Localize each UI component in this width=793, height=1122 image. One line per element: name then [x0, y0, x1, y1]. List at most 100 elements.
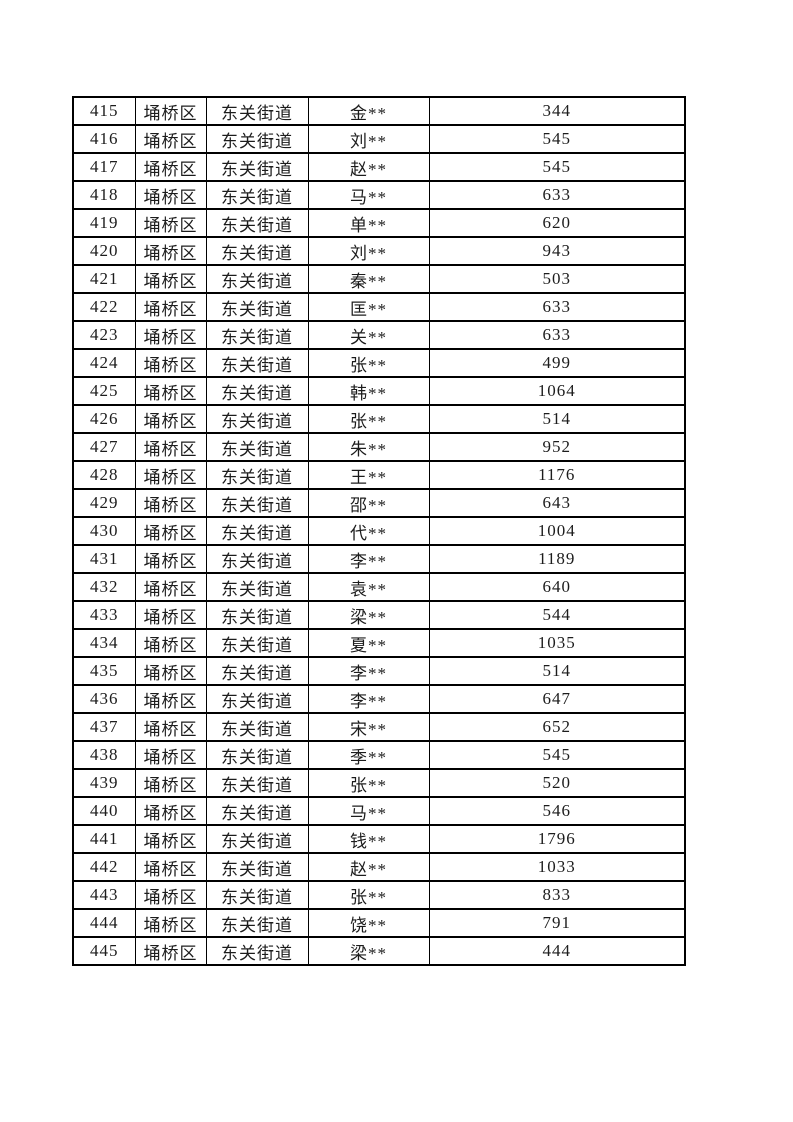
cell-value: 652	[428, 712, 686, 742]
cell-name: 梁**	[307, 600, 430, 630]
cell-street: 东关街道	[205, 824, 309, 854]
cell-street: 东关街道	[205, 796, 309, 826]
cell-name: 张**	[307, 880, 430, 910]
cell-street: 东关街道	[205, 124, 309, 154]
cell-value: 640	[428, 572, 686, 602]
cell-index: 438	[72, 740, 136, 770]
cell-name: 张**	[307, 768, 430, 798]
table-row: 439 埇桥区 东关街道 张** 520	[72, 768, 686, 798]
cell-name: 匡**	[307, 292, 430, 322]
cell-name: 夏**	[307, 628, 430, 658]
table-row: 417 埇桥区 东关街道 赵** 545	[72, 152, 686, 182]
cell-street: 东关街道	[205, 936, 309, 966]
cell-index: 442	[72, 852, 136, 882]
cell-index: 432	[72, 572, 136, 602]
cell-name: 朱**	[307, 432, 430, 462]
cell-value: 1189	[428, 544, 686, 574]
cell-value: 344	[428, 96, 686, 126]
table-row: 419 埇桥区 东关街道 单** 620	[72, 208, 686, 238]
cell-value: 544	[428, 600, 686, 630]
cell-index: 437	[72, 712, 136, 742]
cell-street: 东关街道	[205, 544, 309, 574]
cell-value: 1004	[428, 516, 686, 546]
cell-index: 421	[72, 264, 136, 294]
cell-district: 埇桥区	[134, 572, 207, 602]
cell-district: 埇桥区	[134, 936, 207, 966]
cell-district: 埇桥区	[134, 712, 207, 742]
cell-name: 王**	[307, 460, 430, 490]
cell-district: 埇桥区	[134, 404, 207, 434]
table-row: 445 埇桥区 东关街道 梁** 444	[72, 936, 686, 966]
cell-value: 545	[428, 740, 686, 770]
cell-index: 429	[72, 488, 136, 518]
cell-name: 马**	[307, 180, 430, 210]
cell-index: 430	[72, 516, 136, 546]
cell-street: 东关街道	[205, 740, 309, 770]
table-row: 431 埇桥区 东关街道 李** 1189	[72, 544, 686, 574]
cell-value: 503	[428, 264, 686, 294]
cell-index: 415	[72, 96, 136, 126]
cell-street: 东关街道	[205, 96, 309, 126]
cell-district: 埇桥区	[134, 628, 207, 658]
cell-value: 633	[428, 180, 686, 210]
cell-name: 赵**	[307, 852, 430, 882]
table-row: 436 埇桥区 东关街道 李** 647	[72, 684, 686, 714]
cell-name: 赵**	[307, 152, 430, 182]
cell-index: 420	[72, 236, 136, 266]
table-row: 442 埇桥区 东关街道 赵** 1033	[72, 852, 686, 882]
table-row: 434 埇桥区 东关街道 夏** 1035	[72, 628, 686, 658]
table-row: 425 埇桥区 东关街道 韩** 1064	[72, 376, 686, 406]
cell-value: 499	[428, 348, 686, 378]
cell-street: 东关街道	[205, 376, 309, 406]
cell-name: 刘**	[307, 124, 430, 154]
cell-name: 李**	[307, 656, 430, 686]
cell-index: 418	[72, 180, 136, 210]
cell-street: 东关街道	[205, 852, 309, 882]
table-row: 432 埇桥区 东关街道 袁** 640	[72, 572, 686, 602]
cell-district: 埇桥区	[134, 852, 207, 882]
cell-street: 东关街道	[205, 880, 309, 910]
cell-index: 422	[72, 292, 136, 322]
cell-name: 李**	[307, 544, 430, 574]
cell-value: 1176	[428, 460, 686, 490]
cell-street: 东关街道	[205, 236, 309, 266]
cell-district: 埇桥区	[134, 124, 207, 154]
cell-value: 546	[428, 796, 686, 826]
cell-district: 埇桥区	[134, 348, 207, 378]
cell-value: 633	[428, 292, 686, 322]
cell-value: 444	[428, 936, 686, 966]
cell-district: 埇桥区	[134, 180, 207, 210]
cell-street: 东关街道	[205, 488, 309, 518]
table-row: 441 埇桥区 东关街道 钱** 1796	[72, 824, 686, 854]
cell-value: 520	[428, 768, 686, 798]
cell-index: 445	[72, 936, 136, 966]
cell-street: 东关街道	[205, 348, 309, 378]
cell-index: 436	[72, 684, 136, 714]
cell-street: 东关街道	[205, 908, 309, 938]
table-row: 420 埇桥区 东关街道 刘** 943	[72, 236, 686, 266]
cell-street: 东关街道	[205, 460, 309, 490]
cell-street: 东关街道	[205, 208, 309, 238]
cell-value: 545	[428, 152, 686, 182]
cell-street: 东关街道	[205, 572, 309, 602]
cell-value: 647	[428, 684, 686, 714]
cell-district: 埇桥区	[134, 488, 207, 518]
cell-value: 514	[428, 656, 686, 686]
cell-street: 东关街道	[205, 684, 309, 714]
table-row: 430 埇桥区 东关街道 代** 1004	[72, 516, 686, 546]
cell-district: 埇桥区	[134, 796, 207, 826]
cell-street: 东关街道	[205, 264, 309, 294]
cell-street: 东关街道	[205, 600, 309, 630]
cell-name: 邵**	[307, 488, 430, 518]
cell-index: 441	[72, 824, 136, 854]
cell-name: 梁**	[307, 936, 430, 966]
cell-name: 张**	[307, 404, 430, 434]
cell-index: 417	[72, 152, 136, 182]
table-row: 440 埇桥区 东关街道 马** 546	[72, 796, 686, 826]
cell-street: 东关街道	[205, 768, 309, 798]
cell-index: 431	[72, 544, 136, 574]
cell-name: 钱**	[307, 824, 430, 854]
table-row: 421 埇桥区 东关街道 秦** 503	[72, 264, 686, 294]
cell-name: 金**	[307, 96, 430, 126]
cell-district: 埇桥区	[134, 600, 207, 630]
